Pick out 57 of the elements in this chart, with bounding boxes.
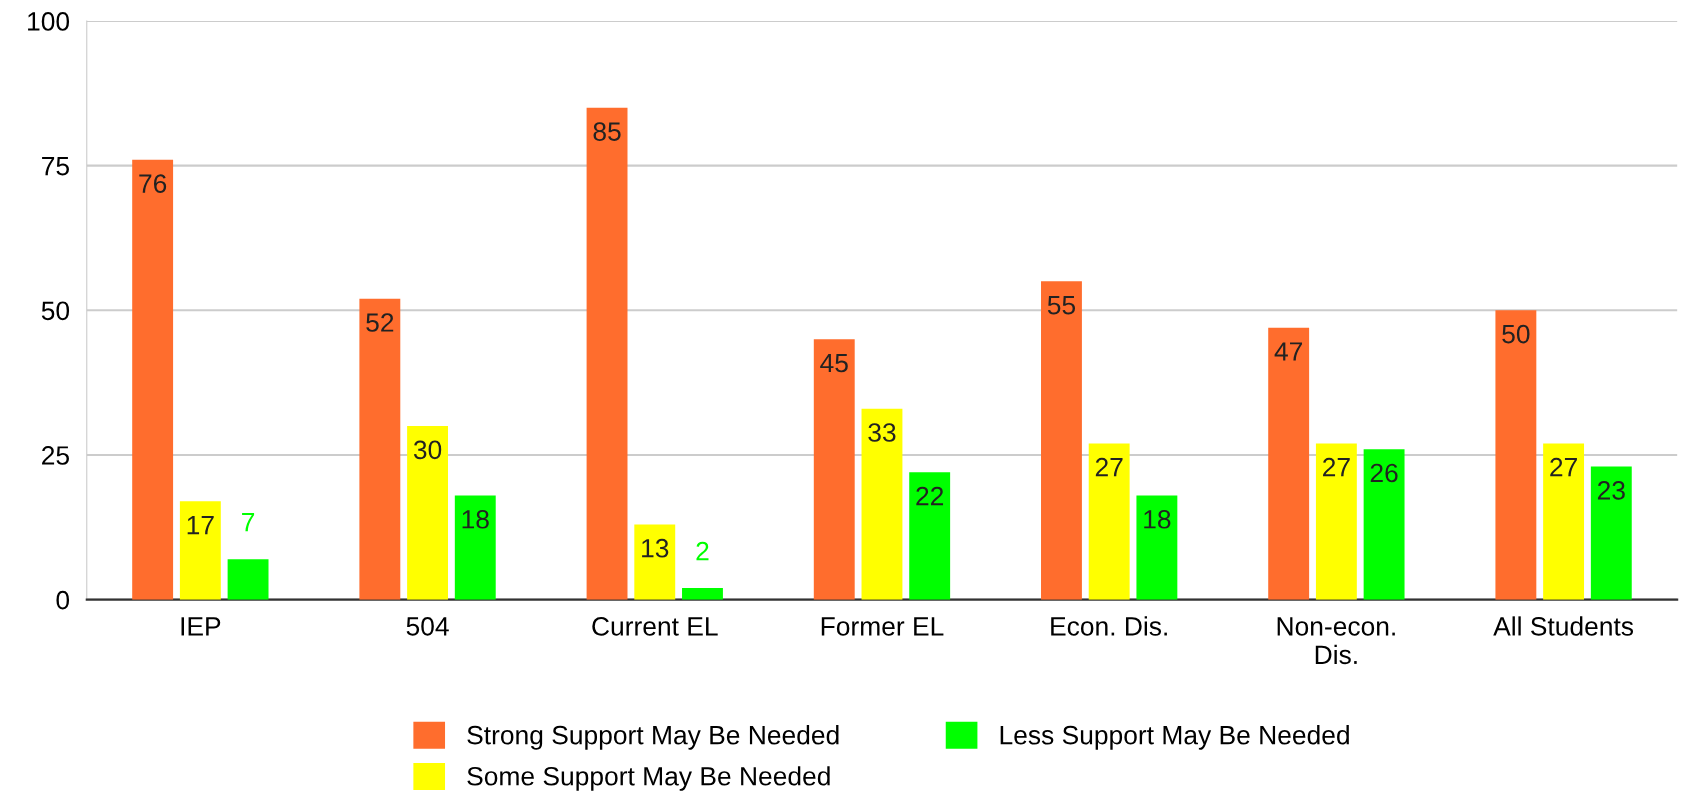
data-label: 85 bbox=[593, 122, 621, 141]
y-tick-label: 50 bbox=[41, 301, 70, 321]
data-label: 55 bbox=[1047, 296, 1076, 315]
bar bbox=[407, 426, 449, 600]
y-tick-label: 75 bbox=[42, 157, 69, 176]
bar bbox=[586, 107, 628, 600]
data-label: 27 bbox=[1550, 457, 1577, 477]
y-tick-label: 25 bbox=[42, 446, 69, 465]
bar bbox=[1268, 327, 1310, 600]
x-tick-label: IEP bbox=[181, 617, 221, 636]
x-tick-label: Econ. Dis. bbox=[1051, 616, 1167, 636]
data-label: 50 bbox=[1502, 324, 1530, 344]
bar bbox=[1495, 310, 1537, 600]
data-label: 26 bbox=[1370, 463, 1398, 483]
data-label: 27 bbox=[1095, 457, 1123, 477]
data-label: 27 bbox=[1323, 457, 1350, 477]
data-label: 52 bbox=[366, 313, 394, 332]
data-label: 18 bbox=[1144, 509, 1171, 529]
data-label: 7 bbox=[242, 513, 255, 532]
data-label: 33 bbox=[868, 423, 896, 442]
data-label: 47 bbox=[1274, 342, 1303, 361]
data-label: 18 bbox=[462, 509, 489, 529]
legend-label: Less Support May Be Needed bbox=[1000, 725, 1349, 750]
data-label: 30 bbox=[413, 440, 442, 460]
data-label: 45 bbox=[820, 353, 848, 373]
bar bbox=[1088, 443, 1130, 600]
bar bbox=[1315, 443, 1357, 600]
bar bbox=[813, 339, 855, 600]
bar bbox=[454, 495, 496, 600]
x-tick-label: Non-econ. Dis. bbox=[1277, 617, 1395, 665]
data-label: 23 bbox=[1597, 481, 1625, 500]
bar bbox=[179, 501, 221, 600]
bar bbox=[1363, 449, 1405, 600]
bar bbox=[1041, 281, 1082, 600]
legend-label: Some Support May Be Needed bbox=[467, 766, 830, 791]
data-label: 2 bbox=[696, 541, 709, 561]
bar bbox=[1590, 466, 1632, 600]
bar bbox=[682, 588, 723, 600]
data-label: 13 bbox=[642, 538, 669, 558]
bar bbox=[227, 559, 269, 600]
legend-label: Strong Support May Be Needed bbox=[467, 725, 839, 750]
y-tick-label: 100 bbox=[28, 12, 70, 31]
bar bbox=[1136, 495, 1178, 600]
x-tick-label: Former EL bbox=[821, 617, 944, 636]
x-tick-label: 504 bbox=[406, 617, 449, 636]
data-label: 76 bbox=[139, 174, 167, 193]
y-tick-label: 0 bbox=[56, 590, 70, 610]
bar bbox=[132, 159, 174, 600]
bar bbox=[1543, 443, 1585, 600]
bar bbox=[359, 298, 401, 600]
bar bbox=[634, 524, 676, 600]
bar bbox=[909, 472, 951, 600]
bar bbox=[861, 408, 903, 600]
data-label: 22 bbox=[916, 486, 944, 506]
x-tick-label: All Students bbox=[1493, 616, 1634, 636]
x-tick-label: Current EL bbox=[592, 617, 718, 636]
data-label: 17 bbox=[187, 515, 214, 535]
